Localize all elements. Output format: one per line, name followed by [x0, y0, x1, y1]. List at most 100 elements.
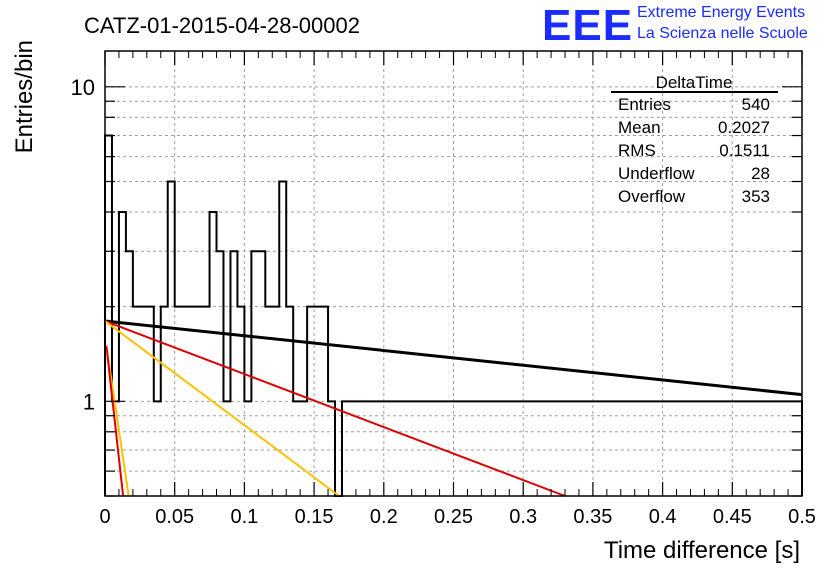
histogram-bin — [467, 401, 474, 496]
histogram-bin — [516, 401, 523, 496]
histogram-bin — [614, 401, 621, 496]
histogram-bin — [753, 401, 760, 496]
histogram-bin — [426, 401, 433, 496]
histogram — [104, 134, 803, 497]
histogram-bin — [697, 401, 704, 496]
histogram-bin — [495, 401, 502, 496]
eee-logo: EEE Extreme Energy Events La Scienza nel… — [542, 1, 808, 50]
histogram-bin — [760, 401, 767, 496]
histogram-bin — [579, 401, 586, 496]
histogram-bin — [774, 401, 781, 496]
histogram-bin — [300, 401, 307, 496]
histogram-bin — [544, 401, 551, 496]
x-axis-label: Time difference [s] — [604, 537, 800, 564]
histogram-bin — [405, 401, 412, 496]
histogram-bin — [781, 401, 788, 496]
histogram-bin — [558, 401, 565, 496]
fit-curves — [104, 319, 803, 497]
histogram-bin — [251, 251, 258, 496]
histogram-bin — [286, 307, 293, 496]
x-tick-label: 0.2 — [370, 506, 398, 528]
histogram-bin — [412, 401, 419, 496]
histogram-bin — [746, 401, 753, 496]
histogram-bin — [656, 401, 663, 496]
fit-curve-2 — [104, 320, 340, 497]
histogram-bin — [628, 401, 635, 496]
histogram-bin — [488, 401, 495, 496]
fit-curve-4 — [105, 345, 125, 497]
histogram-bin — [711, 401, 718, 496]
x-tick-label: 0 — [99, 506, 110, 528]
histogram-bin — [725, 401, 732, 496]
histogram-bin — [210, 212, 217, 496]
x-tick-label: 0.45 — [713, 506, 752, 528]
histogram-bin — [690, 401, 697, 496]
histogram-bin — [321, 307, 328, 496]
histogram-bin — [126, 251, 133, 496]
histogram-bin — [203, 307, 210, 496]
y-axis-label: Entries/bin — [11, 40, 38, 153]
stats-value-overflow: 353 — [742, 187, 770, 206]
histogram-bin — [718, 401, 725, 496]
x-tick-label: 0.5 — [788, 506, 816, 528]
histogram-bin — [419, 401, 426, 496]
histogram-bin — [217, 251, 224, 496]
histogram-bin — [460, 401, 467, 496]
histogram-bin — [502, 401, 509, 496]
logo-mark: EEE — [542, 1, 633, 50]
histogram-bin — [739, 401, 746, 496]
histogram-bin — [663, 401, 670, 496]
stats-box: DeltaTime Entries 540 Mean 0.2027 RMS 0.… — [611, 73, 778, 206]
histogram-bin — [530, 401, 537, 496]
histogram-bin — [537, 401, 544, 496]
histogram-bin — [272, 307, 279, 496]
histogram-bin — [551, 401, 558, 496]
grid — [105, 51, 802, 497]
stats-value-rms: 0.1511 — [719, 141, 770, 160]
histogram-bin — [328, 401, 335, 496]
stats-title: DeltaTime — [656, 73, 733, 92]
histogram-bin — [154, 401, 161, 496]
histogram-bin — [377, 401, 384, 496]
x-tick-label: 0.05 — [155, 506, 194, 528]
histogram-bin — [565, 401, 572, 496]
histogram-bin — [684, 401, 691, 496]
histogram-bin — [244, 401, 251, 496]
histogram-bin — [621, 401, 628, 496]
stats-value-underflow: 28 — [751, 164, 770, 183]
histogram-bin — [704, 401, 711, 496]
x-tick-label: 0.3 — [509, 506, 537, 528]
histogram-bin — [258, 251, 265, 496]
histogram-bin — [593, 401, 600, 496]
histogram-bin — [342, 401, 349, 496]
stats-value-entries: 540 — [742, 95, 770, 114]
stats-value-mean: 0.2027 — [718, 118, 770, 137]
histogram-bin — [384, 401, 391, 496]
histogram-bin — [161, 307, 168, 496]
histogram-bin — [586, 401, 593, 496]
histogram-bin — [767, 401, 774, 496]
logo-line-1: Extreme Energy Events — [637, 4, 805, 21]
histogram-outline — [104, 134, 803, 497]
x-tick-label: 0.4 — [649, 506, 677, 528]
axes: 0 0.05 0.1 0.15 0.2 0.25 0.3 0.35 0.4 0.45 0.5 1 10 — [71, 50, 816, 528]
histogram-bin — [670, 401, 677, 496]
histogram-bin — [447, 401, 454, 496]
histogram-bin — [509, 401, 516, 496]
histogram-bin — [293, 401, 300, 496]
x-tick-label: 0.15 — [295, 506, 334, 528]
stats-label-rms: RMS — [618, 141, 656, 160]
histogram-bin — [391, 401, 398, 496]
y-tick-label: 10 — [71, 75, 95, 100]
histogram-bin — [147, 307, 154, 496]
histogram-bin — [265, 307, 272, 496]
histogram-bin — [481, 401, 488, 496]
stats-label-mean: Mean — [618, 118, 661, 137]
histogram-bin — [642, 401, 649, 496]
stats-label-entries: Entries — [618, 95, 671, 114]
histogram-bin — [398, 401, 405, 496]
histogram-bin — [189, 307, 196, 496]
x-tick-label: 0.1 — [230, 506, 258, 528]
histogram-bin — [649, 401, 656, 496]
histogram-bin — [474, 401, 481, 496]
